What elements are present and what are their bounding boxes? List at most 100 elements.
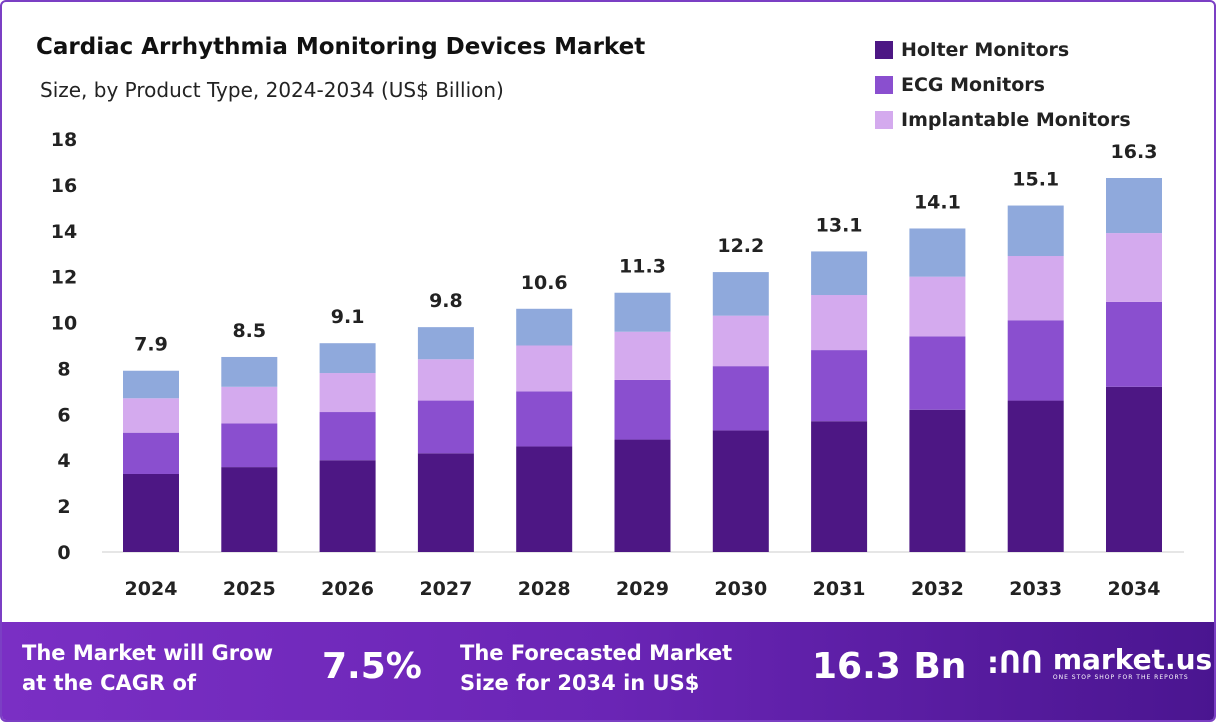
bar-segment	[221, 423, 278, 468]
bar-total-label: 10.6	[521, 272, 568, 294]
bar-segment	[319, 343, 376, 374]
legend-swatch	[875, 110, 893, 129]
cagr-value: 7.5%	[322, 646, 422, 687]
cagr-label: The Market will Grow at the CAGR of	[22, 638, 273, 698]
x-tick-label: 2025	[223, 578, 276, 600]
bar-segment	[417, 400, 474, 454]
brand-tagline: ONE STOP SHOP FOR THE REPORTS	[1052, 674, 1189, 681]
bar-segment	[712, 272, 769, 316]
x-tick-label: 2032	[911, 578, 964, 600]
x-tick-label: 2024	[125, 578, 178, 600]
bar-segment	[712, 366, 769, 431]
bar-segment	[319, 373, 376, 413]
y-tick-label: 2	[57, 496, 70, 518]
bar-total-label: 7.9	[134, 334, 168, 356]
bar-segment	[516, 308, 573, 346]
bar-segment	[1007, 320, 1064, 401]
footer-banner: The Market will Grow at the CAGR of 7.5%…	[2, 622, 1214, 720]
y-tick-label: 4	[57, 450, 70, 472]
cagr-label-line2: at the CAGR of	[22, 671, 197, 695]
legend-item-holter: Holter Monitors	[875, 32, 1131, 67]
bar-segment	[123, 473, 179, 552]
legend-label: ECG Monitors	[901, 73, 1045, 96]
bar-segment	[417, 327, 474, 360]
x-tick-label: 2033	[1009, 578, 1062, 600]
bar-segment	[614, 331, 671, 380]
bar-segment	[614, 439, 671, 552]
bar-segment	[221, 467, 278, 552]
bar-total-label: 14.1	[914, 191, 961, 213]
bar-segment	[516, 391, 573, 447]
x-tick-label: 2031	[813, 578, 866, 600]
legend-label: Implantable Monitors	[901, 108, 1131, 131]
y-tick-label: 12	[51, 267, 77, 289]
chart-subtitle: Size, by Product Type, 2024-2034 (US$ Bi…	[40, 78, 504, 102]
brand-name: market.us	[1052, 643, 1213, 676]
bar-segment	[417, 453, 474, 552]
bar-total-label: 16.3	[1111, 141, 1158, 163]
bar-segment	[712, 430, 769, 552]
y-tick-label: 6	[57, 404, 70, 426]
bar-segment	[123, 398, 179, 433]
legend-item-ecg: ECG Monitors	[875, 67, 1131, 102]
legend-item-implantable: Implantable Monitors	[875, 102, 1131, 137]
bar-segment	[319, 460, 376, 552]
bar-segment	[614, 379, 671, 440]
bar-segment	[1106, 301, 1162, 387]
bar-segment	[221, 386, 278, 424]
legend-label: Holter Monitors	[901, 38, 1070, 61]
x-tick-label: 2034	[1108, 578, 1161, 600]
forecast-label-line2: Size for 2034 in US$	[460, 671, 700, 695]
bar-segment	[1007, 205, 1064, 257]
bar-segment	[1106, 233, 1162, 302]
legend-swatch	[875, 40, 893, 59]
bar-segment	[221, 356, 278, 387]
forecast-label: The Forecasted Market Size for 2034 in U…	[460, 638, 732, 698]
cagr-label-line1: The Market will Grow	[22, 641, 273, 665]
bar-total-label: 15.1	[1012, 169, 1059, 191]
forecast-label-line1: The Forecasted Market	[460, 641, 733, 665]
bar-segment	[123, 432, 179, 474]
bar-segment	[1106, 178, 1162, 234]
chart-title: Cardiac Arrhythmia Monitoring Devices Ma…	[36, 34, 646, 60]
bar-segment	[811, 350, 868, 422]
bar-segment	[516, 345, 573, 392]
y-tick-label: 16	[51, 175, 77, 197]
x-tick-label: 2026	[321, 578, 374, 600]
x-tick-label: 2030	[714, 578, 767, 600]
bar-segment	[909, 336, 966, 410]
y-tick-label: 0	[57, 542, 70, 564]
bar-segment	[712, 315, 769, 367]
y-tick-label: 18	[51, 129, 77, 151]
bar-segment	[319, 412, 376, 461]
bar-total-label: 13.1	[816, 214, 863, 236]
bar-segment	[417, 359, 474, 401]
legend: Holter Monitors ECG Monitors Implantable…	[875, 32, 1131, 137]
bar-segment	[1007, 400, 1064, 552]
legend-swatch	[875, 75, 893, 94]
bar-total-label: 9.1	[331, 306, 365, 328]
bar-total-label: 12.2	[717, 235, 764, 257]
y-tick-label: 14	[51, 221, 77, 243]
bar-chart: 0 2 4 6 8 10 12 14 16 18 7.9 2024 8.5 2025 9.1 2026 9.8 2…	[51, 129, 1184, 600]
bar-segment	[811, 295, 868, 351]
y-tick-label: 8	[57, 358, 70, 380]
x-tick-label: 2028	[518, 578, 571, 600]
bar-segment	[909, 409, 966, 552]
brand-logo: :ՈՈ market.us ONE STOP SHOP FOR THE REPO…	[987, 643, 1213, 682]
bar-segment	[909, 228, 966, 277]
x-tick-label: 2029	[616, 578, 669, 600]
x-tick-label: 2027	[419, 578, 472, 600]
bar-total-label: 8.5	[232, 320, 266, 342]
forecast-value: 16.3 Bn	[812, 646, 967, 687]
y-tick-label: 10	[51, 313, 77, 335]
bar-total-label: 9.8	[429, 290, 463, 312]
brand-logo-icon: :ՈՈ	[987, 646, 1043, 681]
bar-segment	[1007, 256, 1064, 321]
bar-total-label: 11.3	[619, 256, 666, 278]
bar-segment	[811, 251, 868, 296]
bar-segment	[614, 292, 671, 332]
bar-segment	[123, 370, 179, 399]
bar-segment	[909, 276, 966, 337]
